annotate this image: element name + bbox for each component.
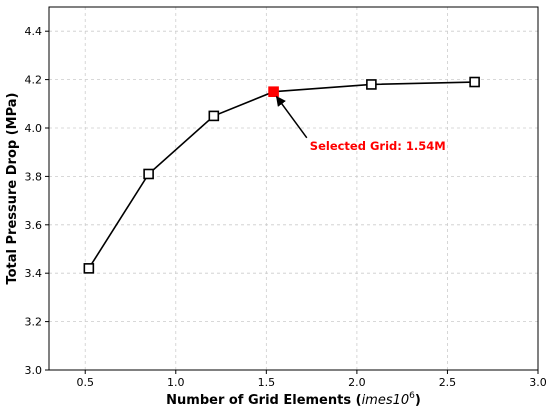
y-tick-label: 3.8 — [25, 170, 43, 183]
y-tick-label: 4.0 — [25, 122, 43, 135]
data-point — [208, 110, 220, 122]
x-tick-label: 0.5 — [76, 376, 94, 389]
selected-data-point — [268, 86, 279, 97]
y-tick-label: 3.4 — [25, 267, 43, 280]
y-tick-label: 4.4 — [25, 25, 43, 38]
series-line — [88, 81, 475, 269]
plot-frame — [48, 6, 539, 371]
x-axis-ticks: 0.5 1.0 1.5 2.0 2.5 3.0 — [76, 370, 547, 389]
x-axis-title-main: Number of Grid Elements ( — [166, 393, 361, 408]
x-tick-label: 2.5 — [439, 376, 457, 389]
data-point — [83, 263, 95, 274]
y-axis-ticks: 3.0 3.2 3.4 3.6 3.8 4.0 4.2 4.4 — [25, 25, 49, 377]
x-axis-title-math: imes10 — [362, 393, 410, 408]
x-tick-label: 2.0 — [348, 376, 366, 389]
data-point — [469, 76, 480, 88]
data-points — [83, 76, 480, 274]
x-tick-label: 1.0 — [167, 376, 185, 389]
x-tick-label: 3.0 — [529, 376, 547, 389]
x-axis-title-exponent: 6 — [409, 391, 415, 401]
y-axis-title: Total Pressure Drop (MPa) — [5, 92, 20, 284]
y-tick-label: 3.2 — [25, 316, 43, 329]
data-point — [366, 79, 377, 90]
x-axis-title-close: ) — [415, 393, 421, 408]
x-axis-title: Number of Grid Elements (imes106) — [166, 391, 421, 408]
grid-lines — [49, 7, 539, 371]
annotation-arrow — [275, 95, 308, 139]
y-tick-label: 4.2 — [25, 74, 43, 87]
x-tick-label: 1.5 — [258, 376, 276, 389]
y-tick-label: 3.0 — [25, 364, 43, 377]
y-tick-label: 3.6 — [25, 219, 43, 232]
data-point — [143, 168, 154, 180]
annotation-label: Selected Grid: 1.54M — [310, 139, 446, 153]
